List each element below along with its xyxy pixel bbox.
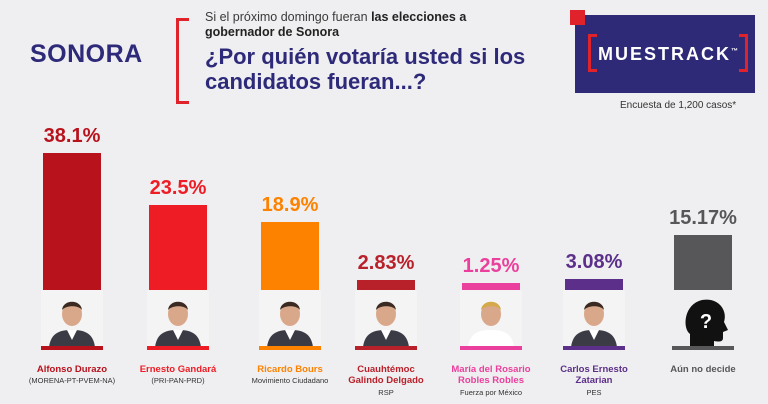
candidate-photo bbox=[259, 290, 321, 347]
question-lead: Si el próximo domingo fueran las eleccio… bbox=[205, 10, 467, 39]
brand-name: MUESTRACK™ bbox=[598, 44, 740, 64]
candidate-party: (PRI-PAN-PRD) bbox=[151, 376, 205, 385]
candidate-party: RSP bbox=[378, 388, 394, 397]
candidate-photo bbox=[563, 290, 625, 347]
state-title: SONORA bbox=[30, 40, 143, 68]
bar-value-label: 2.83% bbox=[357, 251, 415, 274]
candidate-name: María del Rosario Robles Robles bbox=[451, 364, 531, 386]
candidate-color-bar bbox=[41, 346, 103, 350]
candidate-party: Movimiento Ciudadano bbox=[251, 376, 329, 385]
svg-text:?: ? bbox=[700, 311, 712, 333]
candidate-party: Fuerza por México bbox=[459, 388, 523, 397]
candidate-name: Carlos Ernesto Zatarian bbox=[560, 364, 628, 386]
bar-value-label: 1.25% bbox=[462, 255, 520, 277]
candidate-photo bbox=[460, 290, 522, 347]
candidate-color-bar bbox=[259, 346, 321, 350]
candidate-name: Aún no decide bbox=[670, 364, 736, 375]
candidate-color-bar bbox=[672, 346, 734, 350]
undecided-icon: ? bbox=[672, 290, 734, 347]
question-bracket bbox=[176, 18, 189, 104]
bar-2 bbox=[149, 205, 207, 296]
brand-bracket-right bbox=[739, 34, 748, 72]
bar-value-label: 38.1% bbox=[43, 124, 101, 147]
survey-note: Encuesta de 1,200 casos* bbox=[620, 100, 737, 111]
candidate-color-bar bbox=[460, 346, 522, 350]
question-main: ¿Por quién votaría usted si los candidat… bbox=[205, 44, 526, 94]
candidate-party: (MORENA-PT-PVEM-NA) bbox=[28, 376, 116, 385]
candidate-name: Cuauhtémoc Galindo Delgado bbox=[348, 364, 424, 386]
candidate-photo bbox=[355, 290, 417, 347]
bar-value-label: 18.9% bbox=[261, 193, 319, 216]
candidate-photo bbox=[147, 290, 209, 347]
brand-bracket-left bbox=[588, 34, 597, 72]
candidate-color-bar bbox=[355, 346, 417, 350]
brand-logo bbox=[575, 15, 755, 93]
bar-value-label: 23.5% bbox=[149, 177, 207, 200]
candidate-name: Ricardo Bours bbox=[257, 364, 323, 375]
bar-3 bbox=[261, 221, 319, 296]
candidate-party: PES bbox=[586, 388, 602, 397]
candidate-color-bar bbox=[563, 346, 625, 350]
candidate-name: Alfonso Durazo bbox=[36, 364, 108, 375]
bar-value-label: 3.08% bbox=[565, 250, 623, 273]
brand-logo-accent bbox=[570, 10, 585, 25]
bar-value-label: 15.17% bbox=[669, 207, 737, 230]
bar-7 bbox=[674, 235, 732, 296]
bar-1 bbox=[43, 152, 101, 296]
candidate-name: Ernesto Gandará bbox=[139, 364, 217, 375]
candidate-color-bar bbox=[147, 346, 209, 350]
candidate-photo bbox=[41, 290, 103, 347]
